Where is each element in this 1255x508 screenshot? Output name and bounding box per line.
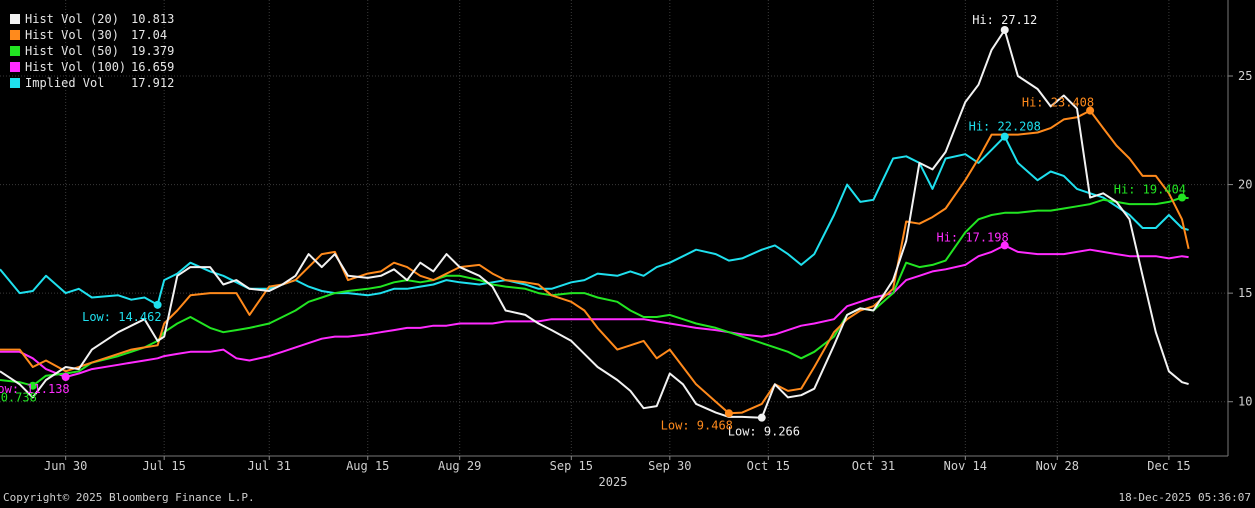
- legend-swatch: [10, 46, 20, 56]
- x-tick-label: Jun 30: [44, 459, 87, 473]
- annotation-label: Hi: 17.198: [936, 230, 1008, 244]
- annotation-label: Hi: 19.404: [1114, 183, 1186, 197]
- annotation-marker: [28, 381, 37, 390]
- x-tick-label: Aug 15: [346, 459, 389, 473]
- y-tick-label: 15: [1238, 286, 1252, 300]
- legend-label: Hist Vol (100): [25, 60, 127, 74]
- annotation-label: Low: 10.738: [0, 391, 37, 405]
- x-tick-label: Dec 15: [1147, 459, 1190, 473]
- legend-label: Implied Vol: [25, 76, 105, 90]
- annotation-marker: [1086, 106, 1095, 115]
- annotation-label: Hi: 27.12: [972, 13, 1037, 27]
- legend-item: Implied Vol 17.912: [10, 75, 174, 91]
- legend-value: 10.813: [131, 12, 175, 26]
- copyright-text: Copyright© 2025 Bloomberg Finance L.P.: [3, 491, 255, 504]
- x-axis-label: 2025: [599, 475, 628, 489]
- legend-value: 17.04: [131, 28, 168, 42]
- legend: Hist Vol (20) 10.813 Hist Vol (30) 17.04 His…: [10, 11, 174, 91]
- series-line-2: [0, 196, 1189, 387]
- annotation-marker: [61, 373, 70, 382]
- legend-swatch: [10, 62, 20, 72]
- legend-label: Hist Vol (50): [25, 44, 119, 58]
- annotation-label: Hi: 23.408: [1022, 96, 1094, 110]
- x-tick-label: Oct 31: [852, 459, 895, 473]
- legend-item: Hist Vol (20) 10.813: [10, 11, 174, 27]
- y-tick-label: 10: [1238, 395, 1252, 409]
- legend-item: Hist Vol (100) 16.659: [10, 59, 174, 75]
- x-tick-label: Nov 14: [944, 459, 987, 473]
- y-tick-label: 20: [1238, 178, 1252, 192]
- y-axis: 10 15 20 25: [1227, 0, 1252, 456]
- legend-value: 16.659: [131, 60, 175, 74]
- x-tick-label: Oct 15: [747, 459, 790, 473]
- annotation-label: Low: 9.468: [661, 418, 733, 432]
- legend-swatch: [10, 78, 20, 88]
- series-line-4: [0, 135, 1189, 306]
- x-tick-label: Aug 29: [438, 459, 481, 473]
- legend-swatch: [10, 14, 20, 24]
- annotation-marker: [757, 413, 766, 422]
- annotation-markers: Hi: 27.12 Low: 9.266 Hi: 23.408 Low: 9.468 H…: [0, 13, 1187, 439]
- x-tick-label: Sep 30: [648, 459, 691, 473]
- legend-value: 19.379: [131, 44, 175, 58]
- annotation-marker: [1178, 193, 1187, 202]
- x-tick-label: Sep 15: [550, 459, 593, 473]
- annotation-marker: [153, 300, 162, 309]
- legend-item: Hist Vol (50) 19.379: [10, 43, 174, 59]
- annotation-marker: [1000, 25, 1009, 34]
- y-tick-label: 25: [1238, 69, 1252, 83]
- legend-swatch: [10, 30, 20, 40]
- x-axis: Jun 30 Jul 15 Jul 31 Aug 15 Aug 29 Sep 15 Sep …: [0, 455, 1228, 473]
- annotation-marker: [1000, 132, 1009, 141]
- timestamp-text: 18-Dec-2025 05:36:07: [1118, 491, 1251, 504]
- legend-label: Hist Vol (30): [25, 28, 119, 42]
- x-tick-label: Nov 28: [1036, 459, 1079, 473]
- x-tick-label: Jul 31: [248, 459, 291, 473]
- annotation-marker: [1000, 241, 1009, 250]
- legend-value: 17.912: [131, 76, 175, 90]
- annotation-label: Low: 9.266: [728, 425, 800, 439]
- legend-label: Hist Vol (20): [25, 12, 119, 26]
- annotation-label: Low: 14.462: [82, 310, 161, 324]
- legend-item: Hist Vol (30) 17.04: [10, 27, 174, 43]
- annotation-marker: [724, 409, 733, 418]
- gridlines: [0, 0, 1228, 456]
- x-tick-label: Jul 15: [142, 459, 185, 473]
- annotation-label: Low: 11.138: [0, 382, 70, 396]
- annotation-label: Hi: 22.208: [969, 120, 1041, 134]
- series-line-0: [0, 29, 1189, 419]
